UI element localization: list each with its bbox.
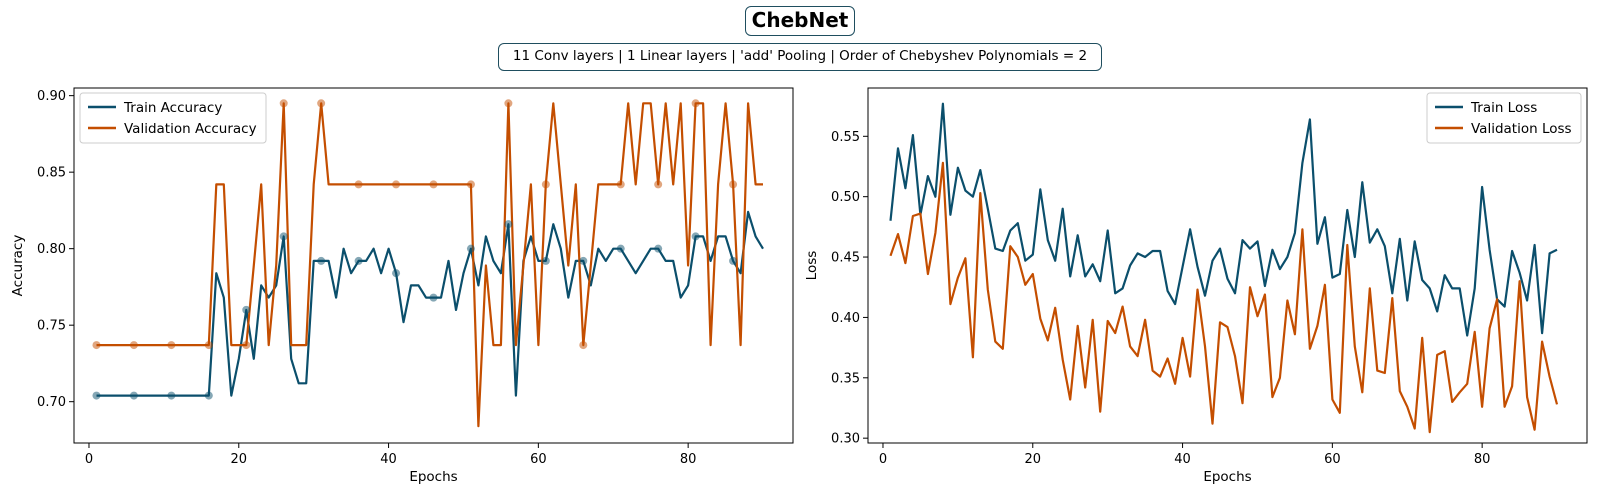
train-accuracy-marker — [129, 391, 138, 400]
loss-axes-frame — [867, 87, 1588, 444]
acc-xtick-label: 20 — [230, 452, 247, 467]
acc-xtick-label: 80 — [680, 452, 697, 467]
train-accuracy-marker — [504, 220, 513, 229]
loss-xtick-label: 80 — [1474, 452, 1491, 467]
validation-accuracy-legend-label: Validation Accuracy — [124, 121, 257, 137]
train-accuracy-marker — [279, 232, 288, 241]
loss-ytick-label: 0.40 — [831, 311, 860, 326]
acc-xlabel: Epochs — [409, 469, 457, 485]
train-loss-legend-label: Train Loss — [1470, 100, 1537, 116]
acc-ytick-label: 0.80 — [37, 242, 66, 257]
validation-accuracy-line — [96, 102, 763, 428]
validation-accuracy-marker — [654, 180, 663, 189]
acc-ytick-label: 0.75 — [37, 319, 66, 334]
loss-panel: 0 20 40 60 80 0.30 0.35 0.40 0.45 0.50 0.55 Epochs L… — [804, 87, 1588, 485]
validation-accuracy-marker — [616, 180, 625, 189]
loss-ytick-label: 0.35 — [831, 371, 860, 386]
acc-legend: Train Accuracy Validation Accuracy — [79, 92, 267, 144]
loss-ytick-label: 0.30 — [831, 432, 860, 447]
validation-accuracy-marker — [392, 180, 401, 189]
validation-accuracy-marker — [279, 99, 288, 108]
acc-xtick-label: 0 — [85, 452, 93, 467]
train-accuracy-marker — [392, 269, 401, 278]
validation-accuracy-marker — [691, 99, 700, 108]
validation-accuracy-marker — [92, 341, 101, 350]
acc-ytick-label: 0.85 — [37, 166, 66, 181]
train-accuracy-line — [96, 210, 764, 397]
validation-accuracy-marker — [504, 99, 513, 108]
validation-accuracy-marker — [204, 341, 213, 350]
train-accuracy-marker — [204, 391, 213, 400]
acc-ylabel: Accuracy — [10, 235, 26, 297]
train-accuracy-legend-label: Train Accuracy — [123, 100, 222, 116]
validation-accuracy-marker — [354, 180, 363, 189]
loss-xlabel: Epochs — [1203, 469, 1251, 485]
loss-ytick-label: 0.50 — [831, 190, 860, 205]
validation-loss-line — [889, 161, 1559, 434]
validation-accuracy-marker — [242, 341, 251, 350]
loss-xtick-label: 20 — [1024, 452, 1041, 467]
validation-accuracy-marker — [129, 341, 138, 350]
train-accuracy-marker — [616, 244, 625, 253]
validation-accuracy-marker — [579, 341, 588, 350]
train-accuracy-marker — [242, 305, 251, 314]
train-accuracy-marker — [466, 244, 475, 253]
loss-legend: Train Loss Validation Loss — [1426, 92, 1582, 144]
loss-xtick-label: 40 — [1174, 452, 1191, 467]
acc-ytick-label: 0.70 — [37, 395, 66, 410]
figure-subtitle: 11 Conv layers | 1 Linear layers | 'add'… — [498, 43, 1102, 71]
train-loss-line — [889, 102, 1558, 337]
acc-xtick-label: 60 — [530, 452, 547, 467]
loss-ytick-label: 0.55 — [831, 130, 860, 145]
validation-accuracy-marker — [541, 180, 550, 189]
validation-accuracy-marker — [429, 180, 438, 189]
loss-ylabel: Loss — [804, 251, 820, 281]
acc-legend-box — [79, 92, 267, 144]
validation-accuracy-marker — [466, 180, 475, 189]
figure-title: ChebNet — [745, 6, 855, 36]
loss-xtick-label: 0 — [879, 452, 887, 467]
validation-loss-legend-label: Validation Loss — [1471, 121, 1572, 137]
acc-xtick-label: 40 — [380, 452, 397, 467]
validation-accuracy-marker — [167, 341, 176, 350]
train-accuracy-marker — [429, 293, 438, 302]
loss-legend-box — [1426, 92, 1582, 144]
acc-panel: 0 20 40 60 80 0.70 0.75 0.80 0.85 0.90 Epochs Accur… — [10, 87, 794, 485]
acc-axes-frame — [73, 87, 794, 444]
train-accuracy-marker — [729, 256, 738, 265]
train-accuracy-marker — [167, 391, 176, 400]
loss-xtick-label: 60 — [1324, 452, 1341, 467]
validation-accuracy-marker — [317, 99, 326, 108]
train-accuracy-marker — [541, 256, 550, 265]
train-accuracy-marker — [579, 256, 588, 265]
train-accuracy-marker — [654, 244, 663, 253]
loss-ytick-label: 0.45 — [831, 251, 860, 266]
acc-ytick-label: 0.90 — [37, 89, 66, 104]
validation-accuracy-marker — [729, 180, 738, 189]
train-accuracy-marker — [317, 256, 326, 265]
train-accuracy-marker — [354, 256, 363, 265]
train-accuracy-marker — [92, 391, 101, 400]
train-accuracy-marker — [691, 232, 700, 241]
